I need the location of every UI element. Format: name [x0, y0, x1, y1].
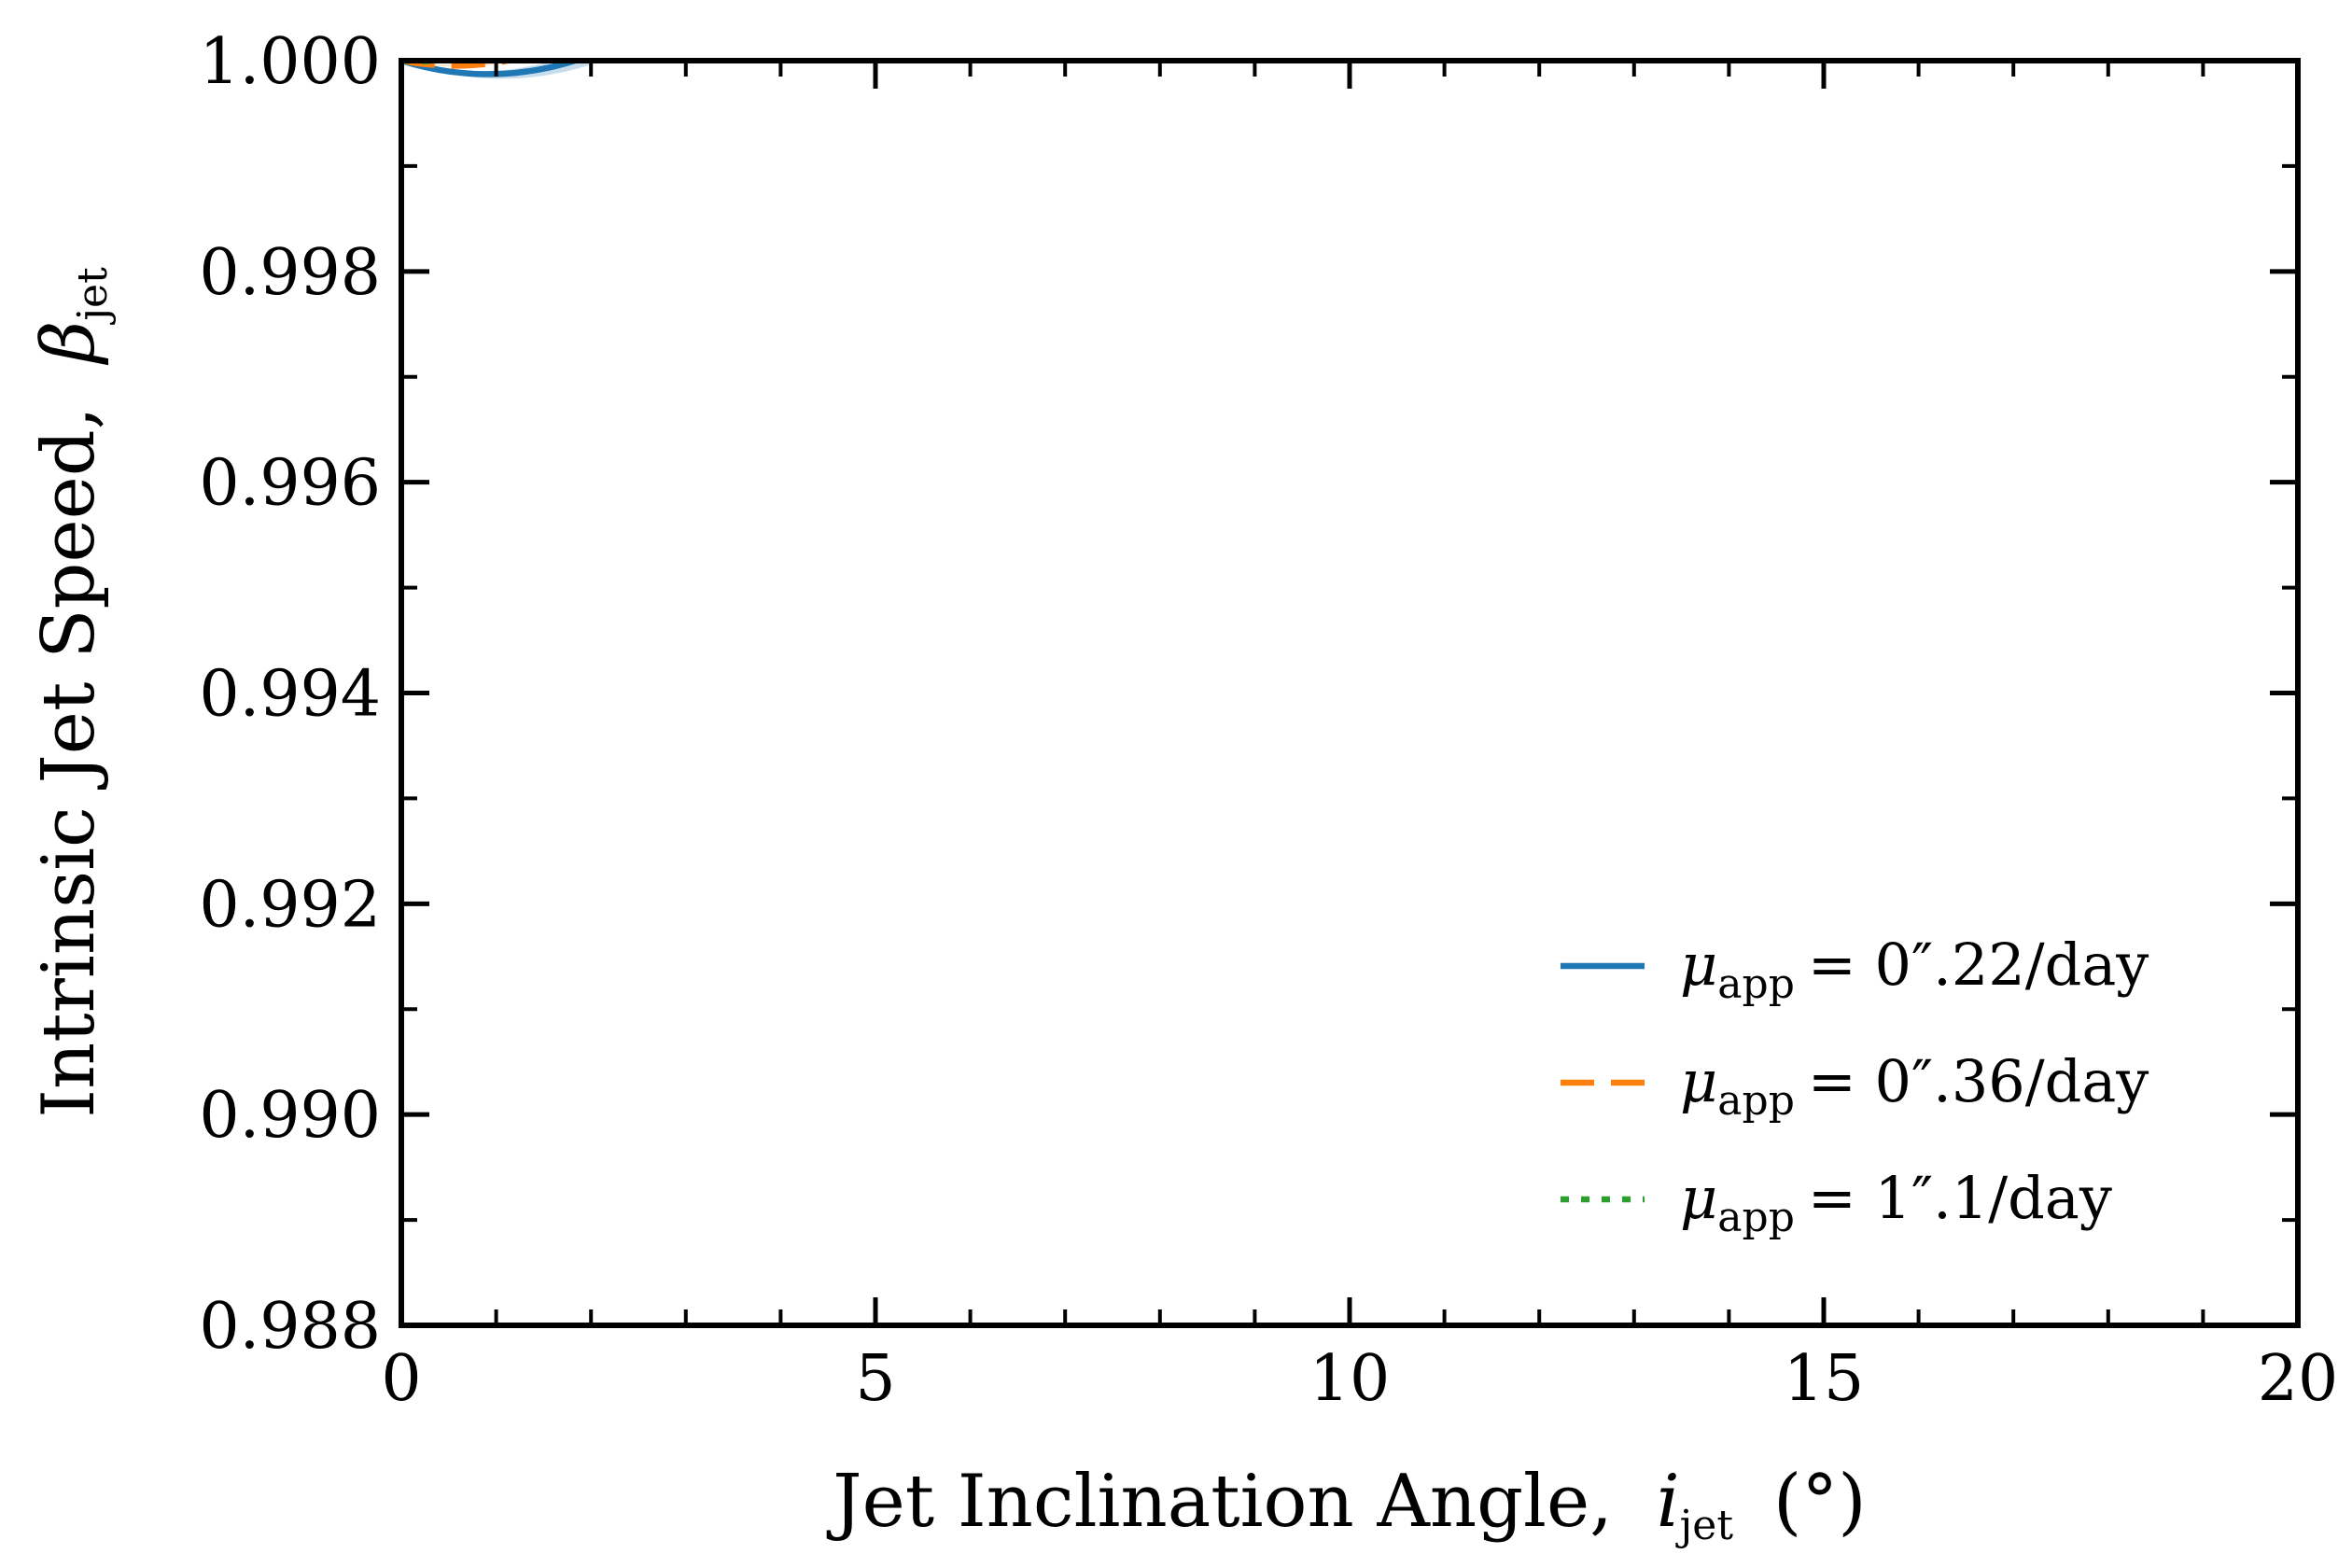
x-axis-title: Jet Inclination Angle, ijet (°)	[826, 1460, 1866, 1557]
x-tick-label: 5	[855, 1342, 895, 1416]
legend-subscript: app	[1717, 960, 1795, 1008]
series-line-1	[401, 61, 585, 77]
legend-value: = 1″.1/day	[1808, 1164, 2112, 1232]
y-tick-label: 0.988	[199, 1290, 381, 1364]
y-tick-labels: 0.988 0.990 0.992 0.994 0.996 0.998 1.000	[199, 25, 381, 1364]
legend-subscript: app	[1717, 1077, 1795, 1125]
legend-symbol: μ	[1680, 1164, 1717, 1232]
x-tick-label: 15	[1784, 1342, 1865, 1416]
series-lines	[401, 61, 585, 77]
x-tick-labels: 0 5 10 15 20	[381, 1342, 2338, 1416]
legend-subscript: app	[1717, 1194, 1795, 1241]
y-axis-subscript: jet	[69, 267, 117, 326]
legend-symbol: μ	[1680, 1047, 1717, 1115]
y-axis-title-text: Intrinsic Jet Speed,	[27, 406, 111, 1117]
series-line-3	[401, 61, 464, 64]
x-tick-label: 0	[381, 1342, 421, 1416]
x-tick-label: 20	[2258, 1342, 2339, 1416]
y-tick-label: 0.992	[199, 868, 381, 942]
y-axis-symbol: β	[27, 321, 111, 366]
y-tick-label: 0.994	[199, 658, 381, 732]
x-axis-subscript: jet	[1675, 1502, 1734, 1549]
x-tick-label: 10	[1309, 1342, 1391, 1416]
legend-value: = 0″.36/day	[1808, 1047, 2149, 1115]
legend-label-1: μapp = 0″.22/day	[1680, 931, 2149, 1008]
y-tick-label: 0.998	[199, 236, 381, 310]
legend-label-3: μapp = 1″.1/day	[1680, 1164, 2112, 1241]
legend-label-2: μapp = 0″.36/day	[1680, 1047, 2149, 1125]
x-axis-unit: (°)	[1773, 1460, 1867, 1544]
y-axis-title: Intrinsic Jet Speed, βjet	[27, 267, 117, 1118]
y-tick-label: 1.000	[199, 25, 381, 99]
plot-frame	[399, 58, 2301, 1328]
series-line-2	[401, 61, 523, 69]
confidence-band-3	[401, 61, 438, 62]
legend-symbol: μ	[1680, 931, 1717, 999]
legend-value: = 0″.22/day	[1808, 931, 2149, 999]
confidence-band-2	[401, 61, 518, 67]
x-axis-title-text: Jet Inclination Angle,	[826, 1460, 1613, 1544]
y-tick-label: 0.990	[199, 1079, 381, 1153]
y-tick-label: 0.996	[199, 447, 381, 521]
axis-ticks	[399, 58, 2301, 1328]
x-axis-symbol: i	[1657, 1460, 1680, 1544]
